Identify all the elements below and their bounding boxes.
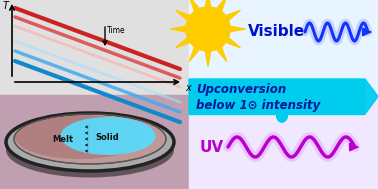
- Text: Time: Time: [107, 26, 125, 35]
- Polygon shape: [176, 10, 192, 21]
- Bar: [189, 0, 378, 99]
- Circle shape: [186, 7, 230, 51]
- Text: Solid: Solid: [95, 132, 119, 142]
- Ellipse shape: [6, 122, 174, 177]
- Text: Melt: Melt: [53, 135, 74, 143]
- Ellipse shape: [6, 113, 174, 171]
- Polygon shape: [205, 0, 211, 8]
- Bar: [189, 99, 378, 189]
- Polygon shape: [216, 46, 227, 61]
- Polygon shape: [189, 0, 200, 12]
- Bar: [0, 0, 189, 94]
- Polygon shape: [205, 50, 211, 66]
- Circle shape: [186, 7, 230, 51]
- Text: Upconversion: Upconversion: [196, 83, 286, 95]
- Polygon shape: [189, 46, 200, 61]
- Polygon shape: [225, 10, 240, 21]
- Polygon shape: [216, 0, 227, 12]
- Ellipse shape: [60, 117, 155, 155]
- Ellipse shape: [15, 115, 145, 159]
- Polygon shape: [189, 79, 378, 114]
- Polygon shape: [170, 26, 187, 32]
- Text: below 1⊙ intensity: below 1⊙ intensity: [196, 99, 320, 112]
- Text: T: T: [3, 1, 9, 11]
- Bar: [0, 94, 189, 189]
- Ellipse shape: [14, 114, 166, 164]
- Text: Visible: Visible: [248, 23, 305, 39]
- Text: x: x: [185, 83, 191, 93]
- Bar: [189, 79, 364, 114]
- Polygon shape: [225, 37, 240, 48]
- Polygon shape: [229, 26, 245, 32]
- Text: UV: UV: [200, 139, 224, 154]
- Polygon shape: [176, 37, 192, 48]
